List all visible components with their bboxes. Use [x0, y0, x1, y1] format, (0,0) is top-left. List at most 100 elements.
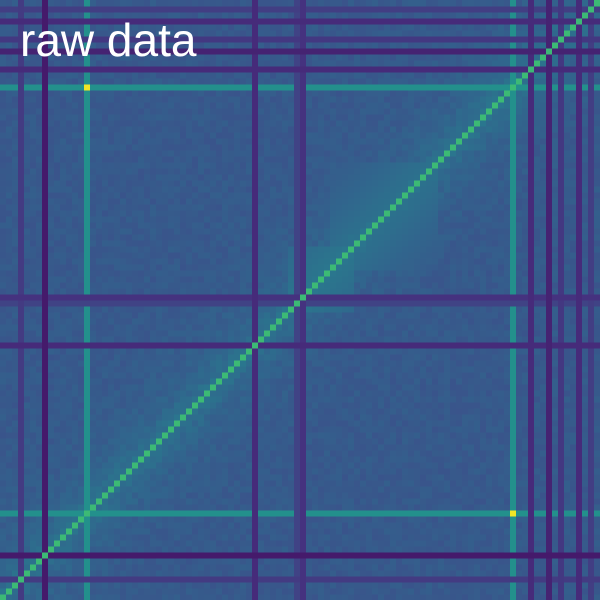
- heatmap-cell: [0, 312, 7, 319]
- heatmap-cell: [480, 342, 487, 349]
- heatmap-cell: [318, 336, 325, 343]
- heatmap-cell: [366, 504, 373, 511]
- heatmap-cell: [174, 456, 181, 463]
- heatmap-cell: [6, 546, 13, 553]
- heatmap-cell: [390, 306, 397, 313]
- heatmap-cell: [144, 486, 151, 493]
- heatmap-cell: [228, 480, 235, 487]
- heatmap-cell: [324, 456, 331, 463]
- heatmap-cell: [426, 426, 433, 433]
- heatmap-cell: [36, 552, 43, 559]
- heatmap-cell: [0, 432, 7, 439]
- heatmap-cell: [378, 486, 385, 493]
- heatmap-cell: [432, 516, 439, 523]
- heatmap-cell: [432, 504, 439, 511]
- heatmap-cell: [402, 414, 409, 421]
- heatmap-cell: [204, 474, 211, 481]
- heatmap-cell: [582, 576, 589, 583]
- heatmap-cell: [204, 330, 211, 337]
- heatmap-cell: [54, 426, 61, 433]
- heatmap-cell: [522, 414, 529, 421]
- heatmap-cell: [60, 366, 67, 373]
- heatmap-cell: [558, 504, 565, 511]
- heatmap-cell: [234, 456, 241, 463]
- heatmap-cell: [402, 330, 409, 337]
- heatmap-cell: [330, 414, 337, 421]
- heatmap-cell: [498, 330, 505, 337]
- heatmap-cell: [552, 420, 559, 427]
- heatmap-cell: [534, 390, 541, 397]
- heatmap-cell: [60, 582, 67, 589]
- heatmap-cell: [234, 582, 241, 589]
- heatmap-cell: [348, 342, 355, 349]
- heatmap-cell: [30, 504, 37, 511]
- heatmap-cell: [348, 366, 355, 373]
- heatmap-cell: [132, 480, 139, 487]
- heatmap-cell: [18, 552, 25, 559]
- heatmap-cell: [360, 390, 367, 397]
- heatmap-cell: [522, 384, 529, 391]
- heatmap-cell: [414, 438, 421, 445]
- heatmap-cell: [240, 342, 247, 349]
- heatmap-cell: [234, 588, 241, 595]
- heatmap-cell: [570, 552, 577, 559]
- heatmap-cell: [408, 444, 415, 451]
- heatmap-cell: [468, 456, 475, 463]
- heatmap-cell: [522, 528, 529, 535]
- heatmap-cell: [84, 312, 91, 319]
- heatmap-cell: [144, 432, 151, 439]
- heatmap-cell: [492, 306, 499, 313]
- heatmap-cell: [396, 378, 403, 385]
- heatmap-cell: [114, 570, 121, 577]
- heatmap-cell: [30, 312, 37, 319]
- heatmap-cell: [54, 432, 61, 439]
- heatmap-cell: [228, 390, 235, 397]
- heatmap-cell: [72, 504, 79, 511]
- heatmap-cell: [192, 462, 199, 469]
- heatmap-cell: [510, 498, 517, 505]
- heatmap-cell: [18, 486, 25, 493]
- heatmap-cell: [192, 384, 199, 391]
- heatmap-cell: [18, 354, 25, 361]
- heatmap-cell: [414, 336, 421, 343]
- heatmap-cell: [408, 528, 415, 535]
- heatmap-cell: [570, 414, 577, 421]
- heatmap-cell: [552, 486, 559, 493]
- heatmap-cell: [366, 390, 373, 397]
- heatmap-cell: [216, 546, 223, 553]
- heatmap-cell: [570, 474, 577, 481]
- heatmap-cell: [510, 390, 517, 397]
- heatmap-cell: [330, 360, 337, 367]
- heatmap-cell: [24, 324, 31, 331]
- heatmap-cell: [36, 312, 43, 319]
- heatmap-cell: [78, 570, 85, 577]
- heatmap-cell: [312, 402, 319, 409]
- heatmap-cell: [534, 426, 541, 433]
- heatmap-cell: [78, 528, 85, 535]
- heatmap-cell: [570, 576, 577, 583]
- heatmap-cell: [222, 552, 229, 559]
- heatmap-cell: [456, 588, 463, 595]
- heatmap-cell: [174, 354, 181, 361]
- heatmap-cell: [480, 360, 487, 367]
- heatmap-cell: [324, 330, 331, 337]
- heatmap-cell: [516, 354, 523, 361]
- heatmap-cell: [18, 546, 25, 553]
- heatmap-cell: [150, 570, 157, 577]
- heatmap-cell: [48, 420, 55, 427]
- heatmap-cell: [390, 540, 397, 547]
- heatmap-cell: [30, 480, 37, 487]
- heatmap-cell: [240, 426, 247, 433]
- heatmap-cell: [144, 576, 151, 583]
- heatmap-cell: [312, 528, 319, 535]
- heatmap-cell: [510, 546, 517, 553]
- heatmap-cell: [24, 366, 31, 373]
- heatmap-cell: [408, 570, 415, 577]
- heatmap-cell: [396, 594, 403, 600]
- heatmap-cell: [402, 396, 409, 403]
- heatmap-cell: [282, 516, 289, 523]
- heatmap-cell: [534, 372, 541, 379]
- heatmap-cell: [270, 498, 277, 505]
- heatmap-cell: [288, 330, 295, 337]
- heatmap-cell: [390, 402, 397, 409]
